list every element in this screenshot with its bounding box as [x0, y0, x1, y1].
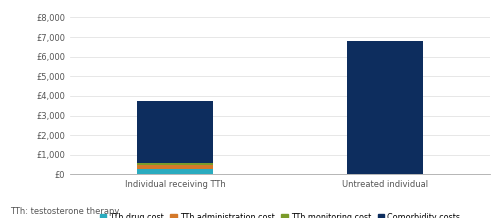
- Bar: [137, 165, 213, 169]
- Bar: [137, 101, 213, 164]
- Bar: [137, 169, 213, 174]
- Legend: TTh drug cost, TTh administration cost, TTh monitoring cost, Comorbidity costs: TTh drug cost, TTh administration cost, …: [100, 213, 460, 218]
- Bar: [347, 41, 423, 174]
- Text: TTh: testosterone therapy: TTh: testosterone therapy: [10, 207, 120, 216]
- Bar: [137, 164, 213, 165]
